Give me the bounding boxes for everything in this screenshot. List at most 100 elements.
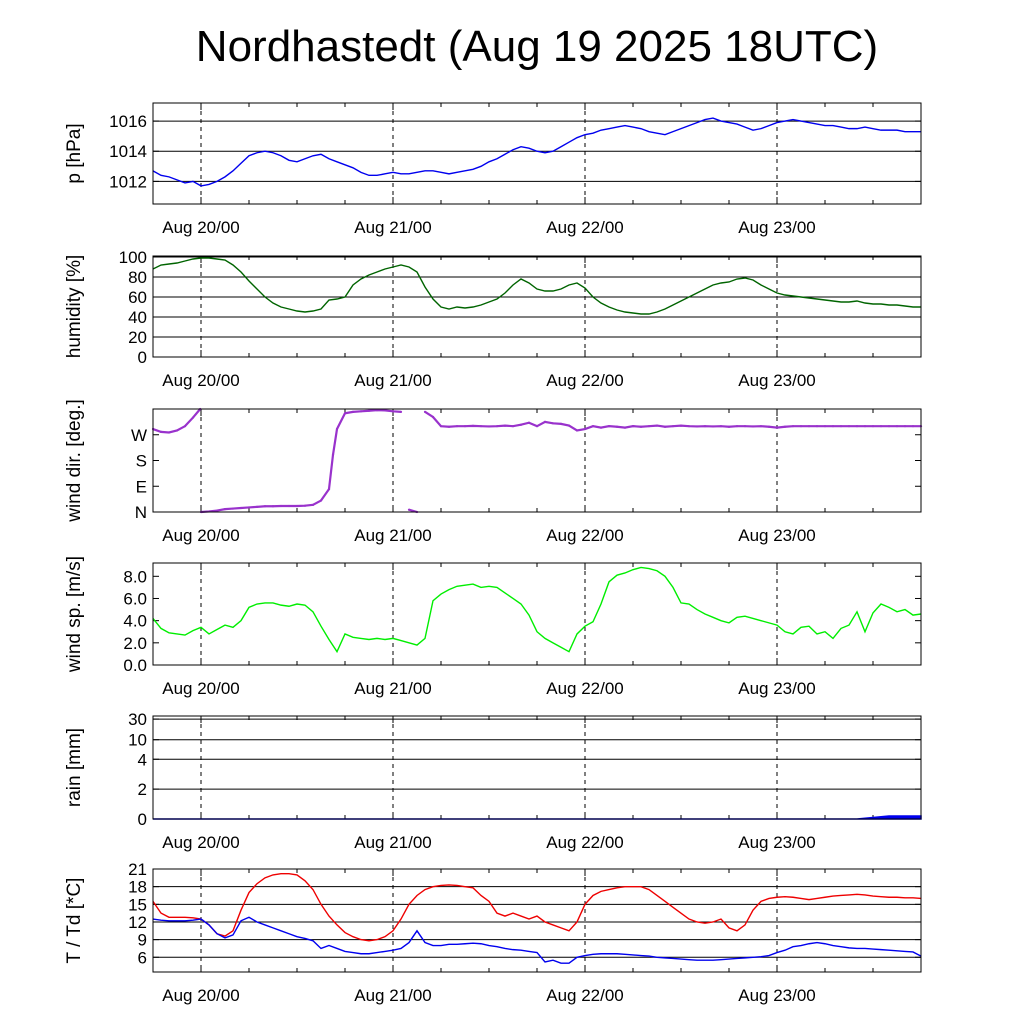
plot-frame: [152, 715, 922, 820]
y-tick-label: N: [135, 503, 147, 522]
data-point: [503, 424, 507, 427]
data-point: [367, 409, 371, 412]
data-point: [591, 425, 595, 428]
data-point: [191, 416, 195, 419]
data-point: [511, 425, 515, 428]
x-tick-label: Aug 23/00: [738, 833, 816, 852]
data-point: [295, 504, 299, 508]
data-point: [743, 425, 747, 428]
data-point: [495, 425, 499, 428]
data-point: [615, 425, 619, 428]
y-tick-label: 1014: [109, 142, 147, 161]
x-tick-label: Aug 23/00: [738, 986, 816, 1005]
data-point: [175, 429, 179, 432]
y-tick-label: 4: [138, 750, 147, 769]
y-tick-label: 60: [128, 288, 147, 307]
data-point: [719, 425, 723, 428]
data-point: [631, 425, 635, 428]
data-point: [287, 504, 291, 508]
x-tick-label: Aug 23/00: [738, 679, 816, 698]
data-point: [903, 425, 907, 428]
chart-title: Nordhastedt (Aug 19 2025 18UTC): [195, 22, 879, 71]
y-tick-label: 0: [138, 348, 147, 367]
data-point: [839, 425, 843, 428]
y-tick-label: W: [131, 426, 147, 445]
y-tick-label: 6: [138, 948, 147, 967]
data-point: [911, 425, 915, 428]
data-point: [807, 425, 811, 428]
y-tick-label: 8.0: [123, 567, 147, 586]
data-point: [543, 420, 547, 423]
data-point: [359, 410, 363, 413]
y-axis-label: rain [mm]: [64, 728, 85, 807]
x-tick-label: Aug 21/00: [354, 986, 432, 1005]
data-point: [279, 504, 283, 508]
y-tick-label: 1012: [109, 172, 147, 191]
data-point: [551, 422, 555, 425]
plot-frame: [152, 868, 922, 973]
x-tick-label: Aug 21/00: [354, 218, 432, 237]
data-point: [831, 425, 835, 428]
data-point: [623, 426, 627, 429]
x-tick-label: Aug 20/00: [162, 833, 240, 852]
data-point: [855, 425, 859, 428]
data-point: [767, 425, 771, 428]
y-tick-label: 18: [128, 878, 147, 897]
y-tick-label: 12: [128, 913, 147, 932]
plot-frame: [152, 255, 922, 358]
data-point: [331, 453, 335, 456]
x-tick-label: Aug 20/00: [162, 218, 240, 237]
y-axis-label: humidity [%]: [64, 255, 85, 358]
data-point: [311, 503, 315, 506]
x-tick-label: Aug 20/00: [162, 986, 240, 1005]
y-axis-label: p [hPa]: [64, 123, 85, 183]
data-point: [383, 409, 387, 412]
data-point: [479, 425, 483, 428]
x-tick-label: Aug 20/00: [162, 679, 240, 698]
x-tick-label: Aug 21/00: [354, 526, 432, 545]
y-tick-label: 15: [128, 895, 147, 914]
series-line: [152, 566, 922, 654]
data-point: [895, 425, 899, 428]
plot-frame: [152, 408, 922, 513]
y-tick-label: 9: [138, 931, 147, 950]
data-point: [847, 425, 851, 428]
data-point: [863, 425, 867, 428]
series-line: [152, 257, 921, 315]
data-point: [455, 425, 459, 428]
data-point: [607, 425, 611, 428]
data-point: [319, 499, 323, 502]
y-tick-label: 1016: [109, 112, 147, 131]
data-point: [391, 410, 395, 413]
data-point: [447, 425, 451, 428]
series-line: [152, 117, 921, 187]
data-point: [791, 425, 795, 428]
plot-frame: [152, 562, 922, 666]
y-tick-label: 100: [119, 248, 147, 267]
data-point: [583, 427, 587, 431]
data-point: [223, 508, 227, 511]
data-point: [431, 415, 435, 419]
data-point: [527, 421, 531, 424]
data-point: [263, 505, 267, 508]
data-point: [215, 509, 219, 512]
data-point: [727, 425, 731, 428]
data-point: [655, 424, 659, 427]
x-tick-label: Aug 22/00: [546, 679, 624, 698]
y-tick-label: 30: [128, 710, 147, 729]
y-tick-label: 10: [128, 731, 147, 750]
data-point: [471, 424, 475, 427]
series-line: [152, 873, 922, 942]
data-point: [887, 425, 891, 428]
y-axis-label: T / Td [*C]: [64, 878, 85, 964]
series-line: [152, 408, 202, 434]
data-point: [703, 425, 707, 428]
data-point: [575, 429, 579, 432]
series-line: [200, 409, 402, 514]
series-line: [424, 410, 921, 432]
series-line: [152, 916, 922, 964]
y-tick-label: 2: [138, 780, 147, 799]
data-point: [375, 409, 379, 412]
data-point: [647, 425, 651, 428]
